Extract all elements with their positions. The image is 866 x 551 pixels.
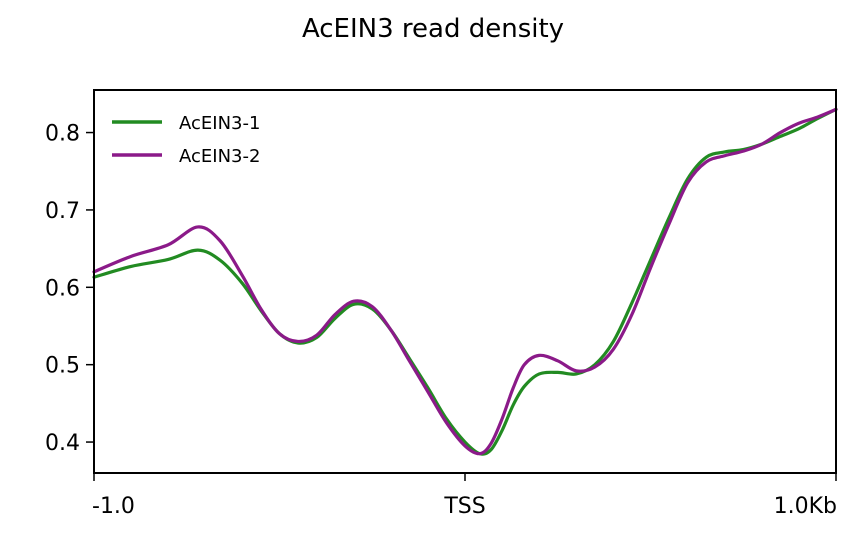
x-tick-label: TSS [443, 494, 485, 519]
y-tick-label: 0.7 [45, 199, 80, 224]
x-axis: -1.0 TSS 1.0Kb [92, 473, 837, 519]
plot-area [92, 107, 838, 456]
chart-title: AcEIN3 read density [302, 14, 564, 44]
series-line-2 [92, 107, 838, 456]
legend-label: AcEIN3-1 [179, 113, 260, 134]
legend: AcEIN3-1 AcEIN3-2 [112, 113, 260, 167]
y-tick-label: 0.8 [45, 122, 80, 147]
x-tick-label: 1.0Kb [774, 494, 837, 519]
legend-label: AcEIN3-2 [179, 146, 260, 167]
y-axis: 0.4 0.5 0.6 0.7 0.8 [45, 122, 94, 456]
y-tick-label: 0.5 [45, 354, 80, 379]
x-tick-label: -1.0 [92, 494, 135, 519]
y-tick-label: 0.6 [45, 276, 80, 301]
y-tick-label: 0.4 [45, 431, 80, 456]
